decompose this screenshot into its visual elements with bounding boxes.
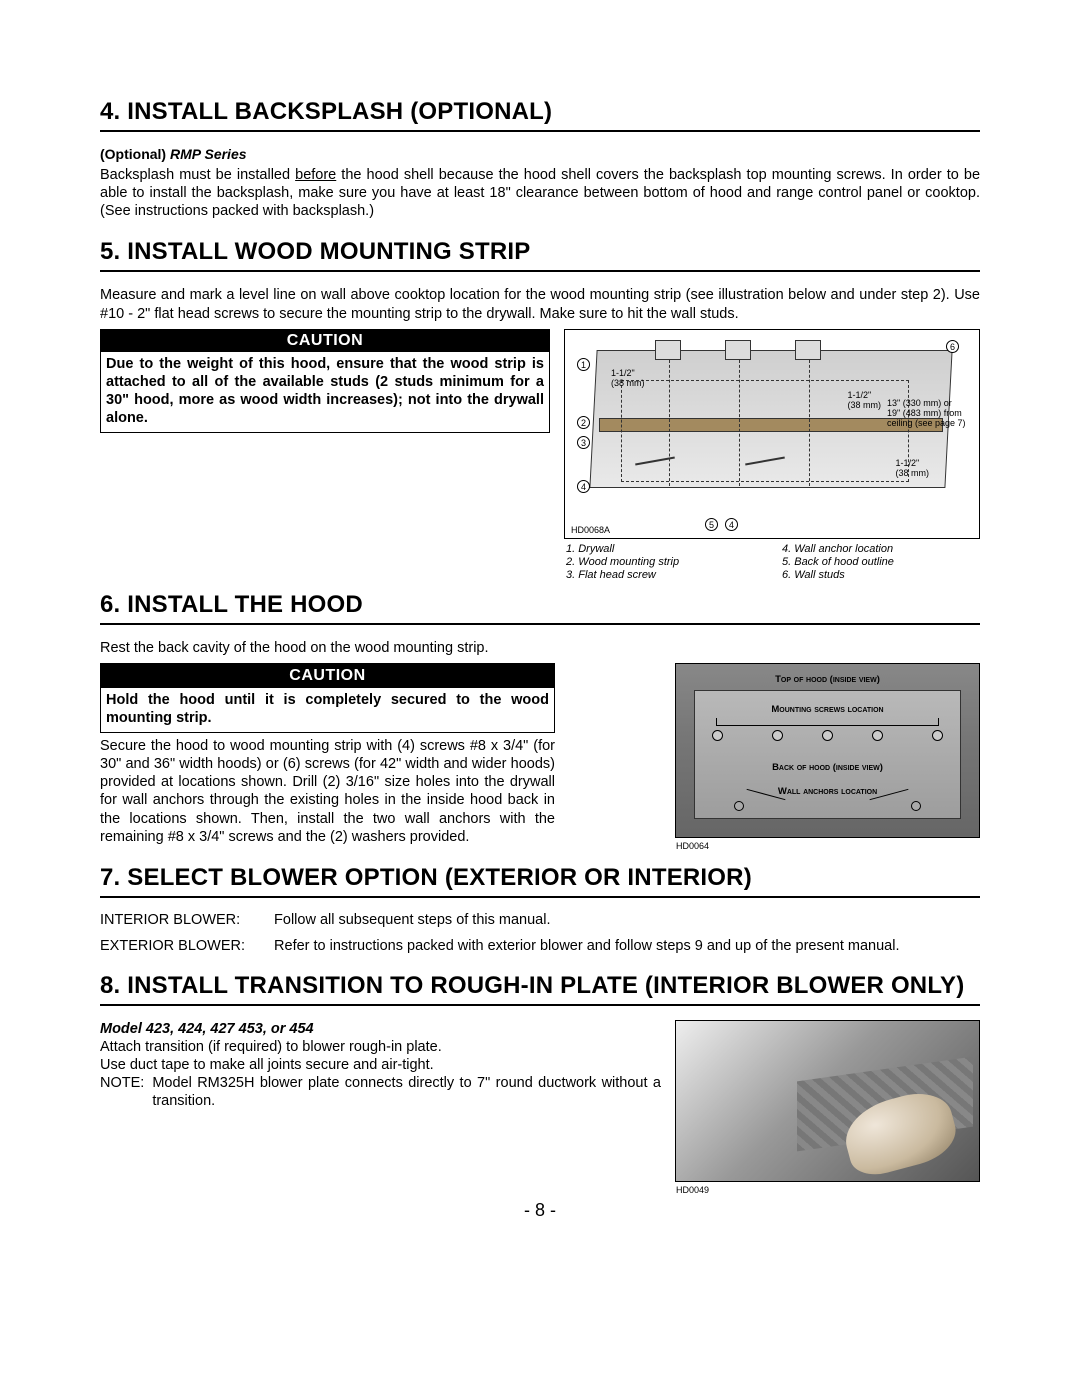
section-6-title: 6. INSTALL THE HOOD <box>100 591 980 625</box>
section-8-line2: Use duct tape to make all joints secure … <box>100 1056 661 1074</box>
note-row: NOTE: Model RM325H blower plate connects… <box>100 1074 661 1110</box>
section-6-left: CAUTION Hold the hood until it is comple… <box>100 663 555 846</box>
subhead-italic: RMP Series <box>170 146 247 162</box>
photo-code-1: HD0064 <box>676 841 709 851</box>
caution-box-2: CAUTION Hold the hood until it is comple… <box>100 663 555 733</box>
note-label: NOTE: <box>100 1074 144 1110</box>
caution-body-1: Due to the weight of this hood, ensure t… <box>101 352 549 433</box>
dim-top-left: 1-1/2" (38 mm) <box>611 368 645 388</box>
section-8-row: Model 423, 424, 427 453, or 454 Attach t… <box>100 1020 980 1182</box>
note-text: Model RM325H blower plate connects direc… <box>152 1074 661 1110</box>
photo-label-top: Top of hood (inside view) <box>775 674 880 685</box>
hood-photo: Top of hood (inside view) Mounting screw… <box>675 663 980 838</box>
section-4-subhead: (Optional) RMP Series <box>100 146 980 162</box>
section-5-title: 5. INSTALL WOOD MOUNTING STRIP <box>100 238 980 272</box>
legend-6: 6. Wall studs <box>782 569 980 581</box>
section-7-title: 7. SELECT BLOWER OPTION (EXTERIOR OR INT… <box>100 864 980 898</box>
diagram-code: HD0068A <box>571 525 610 535</box>
section-6-row: CAUTION Hold the hood until it is comple… <box>100 663 980 846</box>
photo-wrapper-1: Top of hood (inside view) Mounting screw… <box>675 663 980 838</box>
dim-right-note: 13" (330 mm) or 19" (483 mm) from ceilin… <box>887 398 973 428</box>
photo-wrapper-2: HD0049 <box>675 1020 980 1182</box>
legend-2: 2. Wood mounting strip <box>566 556 764 568</box>
transition-photo: HD0049 <box>675 1020 980 1182</box>
section-6-intro: Rest the back cavity of the hood on the … <box>100 639 980 657</box>
callout-3: 3 <box>577 436 590 449</box>
dim-bottom-right: 1-1/2" (38 mm) <box>896 458 930 478</box>
exterior-label: EXTERIOR BLOWER: <box>100 938 270 954</box>
body-part-1: Backsplash must be installed <box>100 167 295 183</box>
section-4-body: Backsplash must be installed before the … <box>100 166 980 220</box>
page-number: - 8 - <box>100 1200 980 1221</box>
callout-4b: 4 <box>725 518 738 531</box>
caution-body-2: Hold the hood until it is completely sec… <box>101 688 554 732</box>
photo-label-back: Back of hood (inside view) <box>772 762 883 773</box>
legend-3: 3. Flat head screw <box>566 569 764 581</box>
legend-4: 4. Wall anchor location <box>782 543 980 555</box>
exterior-blower-row: EXTERIOR BLOWER: Refer to instructions p… <box>100 938 980 954</box>
dim-top-right: 1-1/2" (38 mm) <box>848 390 882 410</box>
interior-blower-row: INTERIOR BLOWER: Follow all subsequent s… <box>100 912 980 928</box>
diagram-legend: 1. Drywall 4. Wall anchor location 2. Wo… <box>564 543 980 581</box>
callout-5: 5 <box>705 518 718 531</box>
caution-bar-1: CAUTION <box>101 330 549 352</box>
body-underline: before <box>295 167 336 183</box>
subhead-plain: (Optional) <box>100 146 170 162</box>
diagram-wrapper: 1 2 3 4 5 4 6 1-1/2" (38 mm) 1-1/2" (38 … <box>564 329 980 581</box>
callout-2: 2 <box>577 416 590 429</box>
section-8-title: 8. INSTALL TRANSITION TO ROUGH-IN PLATE … <box>100 972 980 1006</box>
section-6-body: Secure the hood to wood mounting strip w… <box>100 737 555 846</box>
photo-code-2: HD0049 <box>676 1185 709 1195</box>
section-5-body: Measure and mark a level line on wall ab… <box>100 286 980 322</box>
mounting-diagram: 1 2 3 4 5 4 6 1-1/2" (38 mm) 1-1/2" (38 … <box>564 329 980 539</box>
model-line: Model 423, 424, 427 453, or 454 <box>100 1020 661 1038</box>
photo-label-anchor: Wall anchors location <box>778 786 877 797</box>
photo-label-mount: Mounting screws location <box>771 704 883 715</box>
caution-box-1: CAUTION Due to the weight of this hood, … <box>100 329 550 434</box>
page: 4. INSTALL BACKSPLASH (OPTIONAL) (Option… <box>0 0 1080 1261</box>
section-4-title: 4. INSTALL BACKSPLASH (OPTIONAL) <box>100 98 980 132</box>
section-8-text: Model 423, 424, 427 453, or 454 Attach t… <box>100 1020 661 1111</box>
callout-6: 6 <box>946 340 959 353</box>
interior-label: INTERIOR BLOWER: <box>100 912 270 928</box>
exterior-text: Refer to instructions packed with exteri… <box>274 938 899 954</box>
callout-4a: 4 <box>577 480 590 493</box>
legend-5: 5. Back of hood outline <box>782 556 980 568</box>
interior-text: Follow all subsequent steps of this manu… <box>274 912 550 928</box>
section-5-row: CAUTION Due to the weight of this hood, … <box>100 329 980 581</box>
caution-bar-2: CAUTION <box>101 664 554 688</box>
legend-1: 1. Drywall <box>566 543 764 555</box>
callout-1: 1 <box>577 358 590 371</box>
section-8-line1: Attach transition (if required) to blowe… <box>100 1038 661 1056</box>
